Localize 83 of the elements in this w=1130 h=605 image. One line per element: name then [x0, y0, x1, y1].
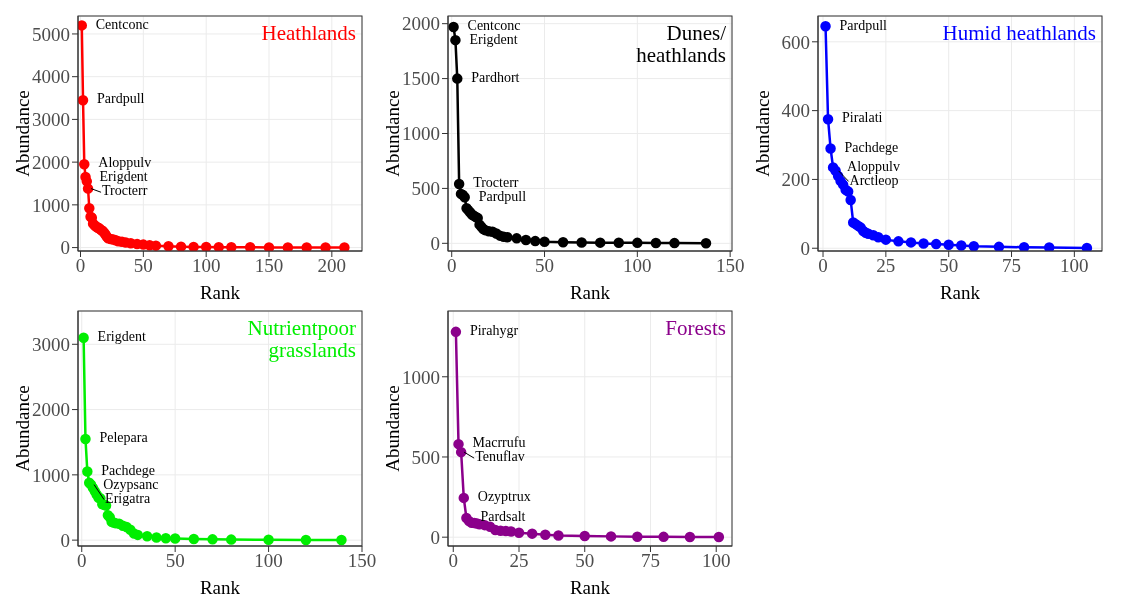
x-tick-label: 50 [535, 255, 555, 277]
y-tick-label: 1000 [32, 194, 70, 216]
annotation: Aloppulv [98, 155, 152, 171]
annotation: Pachdege [844, 139, 899, 155]
chart-title: Heathlands [261, 21, 356, 45]
y-tick-label: 0 [60, 529, 70, 551]
x-axis-title: Rank [569, 282, 611, 303]
y-tick-label: 2000 [32, 399, 70, 421]
x-axis-title: Rank [569, 577, 611, 598]
annotation: Centconc [467, 18, 521, 34]
y-tick-label: 1500 [402, 68, 440, 90]
annotation: Erigdent [97, 328, 146, 344]
y-tick-label: 2000 [32, 151, 70, 173]
x-tick-label: 50 [575, 550, 595, 572]
y-axis-title: Abundance [381, 385, 403, 472]
text: Dunes/ heathlands [636, 21, 726, 68]
y-tick-label: 400 [781, 100, 810, 122]
x-tick-label: 25 [876, 255, 896, 277]
x-tick-label: 150 [715, 255, 745, 277]
annotation: Tenuflav [475, 449, 525, 465]
y-tick-label: 2000 [402, 13, 440, 35]
x-tick-label: 0 [75, 255, 86, 277]
y-tick-label: 3000 [32, 109, 70, 131]
x-tick-label: 0 [76, 550, 87, 572]
x-tick-label: 0 [446, 255, 457, 277]
y-axis-title: Abundance [381, 90, 403, 177]
annotation: Piralati [842, 110, 883, 126]
annotation: Pardhort [471, 69, 520, 85]
annotation: Pachdege [101, 462, 155, 478]
x-tick-label: 25 [509, 550, 529, 572]
annotation: Pelepara [99, 430, 149, 446]
y-tick-label: 500 [411, 446, 440, 468]
y-tick-label: 0 [800, 237, 810, 259]
annotation: Aloppulv [847, 158, 900, 174]
y-tick-label: 1000 [402, 123, 440, 145]
y-tick-label: 4000 [32, 66, 70, 88]
annotation: Pardpull [478, 189, 527, 205]
x-axis-title: Rank [199, 282, 241, 303]
x-tick-label: 150 [347, 550, 377, 572]
chart-title: Forests [665, 316, 726, 340]
x-axis-title: Rank [199, 577, 241, 598]
y-tick-label: 200 [781, 169, 810, 191]
y-axis-title: Abundance [11, 385, 33, 472]
x-tick-label: 200 [317, 255, 347, 277]
y-axis-title: Abundance [751, 90, 773, 177]
y-tick-label: 500 [411, 178, 440, 200]
x-tick-label: 100 [701, 550, 731, 572]
annotation: Pardsalt [480, 509, 526, 525]
annotation: Pirahygr [469, 323, 519, 339]
x-tick-label: 75 [640, 550, 660, 572]
x-tick-label: 75 [1002, 255, 1022, 277]
text: Nutrientpoor grasslands [247, 316, 356, 363]
y-tick-label: 0 [430, 233, 440, 255]
x-axis-title: Rank [939, 282, 981, 303]
x-tick-label: 50 [165, 550, 185, 572]
x-tick-label: 0 [448, 550, 459, 572]
y-tick-label: 1000 [402, 366, 440, 388]
y-axis-title: Abundance [11, 90, 33, 177]
y-tick-label: 1000 [32, 464, 70, 486]
annotation: Erigdent [99, 169, 148, 185]
x-tick-label: 100 [191, 255, 221, 277]
annotation: Centconc [95, 16, 149, 32]
annotation: Ozyptrux [477, 489, 531, 505]
x-tick-label: 50 [133, 255, 153, 277]
annotation: Erigdent [469, 32, 518, 48]
chart-title: Humid heathlands [942, 21, 1096, 45]
x-tick-label: 100 [1060, 255, 1089, 277]
x-tick-label: 100 [623, 255, 652, 277]
x-tick-label: 100 [254, 550, 283, 572]
x-tick-label: 150 [254, 255, 284, 277]
y-tick-label: 3000 [32, 334, 70, 356]
x-tick-label: 50 [939, 255, 959, 277]
annotation: Trocterr [473, 175, 519, 191]
annotation: Pardpull [839, 17, 888, 33]
annotation: Macrrufu [472, 435, 526, 451]
annotation: Trocterr [102, 183, 148, 199]
y-tick-label: 600 [781, 31, 810, 53]
annotation: Pardpull [97, 91, 145, 107]
y-tick-label: 0 [430, 526, 440, 548]
x-tick-label: 0 [818, 255, 828, 277]
y-tick-label: 5000 [32, 23, 70, 45]
annotation: Arctleop [849, 172, 899, 188]
y-tick-label: 0 [60, 237, 70, 259]
